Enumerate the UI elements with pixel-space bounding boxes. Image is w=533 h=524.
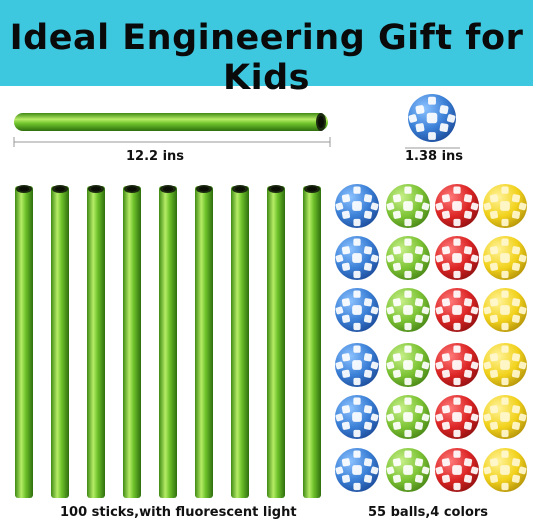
dimension-stick — [14, 113, 328, 131]
ball-diameter-label: 1.38 ins — [405, 149, 464, 164]
green-stick — [15, 185, 33, 498]
title-banner: Ideal Engineering Gift for Kids — [0, 0, 533, 98]
green-ball — [386, 184, 430, 228]
green-ball — [386, 448, 430, 492]
green-stick — [87, 185, 105, 498]
yellow-ball — [483, 343, 527, 387]
green-stick — [195, 185, 213, 498]
stick-group — [15, 185, 321, 498]
blue-ball — [335, 343, 379, 387]
sticks-caption: 100 sticks,with fluorescent light — [60, 505, 297, 520]
green-ball — [386, 395, 430, 439]
green-stick — [159, 185, 177, 498]
length-measure-line — [13, 137, 331, 147]
green-ball — [386, 343, 430, 387]
yellow-ball — [483, 288, 527, 332]
dimension-ball — [408, 94, 456, 142]
red-ball — [435, 343, 479, 387]
yellow-ball — [483, 448, 527, 492]
red-ball — [435, 236, 479, 280]
red-ball — [435, 448, 479, 492]
green-stick — [51, 185, 69, 498]
green-stick — [267, 185, 285, 498]
red-ball — [435, 184, 479, 228]
banner-title: Ideal Engineering Gift for Kids — [9, 18, 524, 98]
green-ball — [386, 288, 430, 332]
blue-ball — [335, 288, 379, 332]
blue-ball — [335, 236, 379, 280]
green-stick — [123, 185, 141, 498]
red-ball — [435, 288, 479, 332]
blue-ball — [335, 184, 379, 228]
stick-length-label: 12.2 ins — [126, 149, 185, 164]
red-ball — [435, 395, 479, 439]
green-stick — [231, 185, 249, 498]
green-ball — [386, 236, 430, 280]
yellow-ball — [483, 395, 527, 439]
blue-ball — [335, 395, 379, 439]
ball-grid — [335, 184, 527, 492]
yellow-ball — [483, 184, 527, 228]
green-stick — [303, 185, 321, 498]
yellow-ball — [483, 236, 527, 280]
blue-ball — [408, 94, 456, 142]
blue-ball — [335, 448, 379, 492]
balls-caption: 55 balls,4 colors — [368, 505, 489, 520]
